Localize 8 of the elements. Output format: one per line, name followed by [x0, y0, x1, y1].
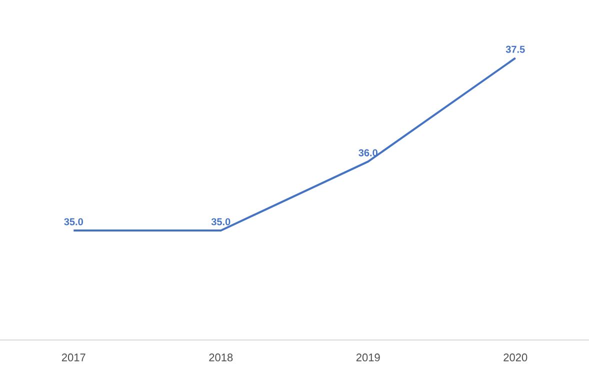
x-tick-label: 2017 [62, 354, 86, 362]
data-label: 37.5 [506, 46, 525, 53]
x-tick-label: 2018 [209, 354, 233, 362]
x-tick-label: 2020 [504, 354, 528, 362]
x-tick-label: 2019 [356, 354, 380, 362]
data-label: 36.0 [358, 149, 378, 156]
data-label: 35.0 [64, 218, 83, 226]
data-label: 35.0 [211, 218, 230, 226]
